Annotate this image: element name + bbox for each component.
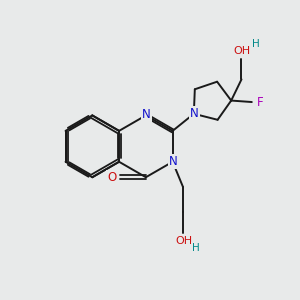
Text: O: O	[107, 171, 116, 184]
Text: F: F	[256, 95, 263, 109]
Text: OH: OH	[233, 46, 250, 56]
Text: N: N	[142, 108, 151, 121]
Text: N: N	[190, 107, 199, 120]
Text: H: H	[192, 243, 200, 253]
Text: N: N	[169, 155, 178, 168]
Text: H: H	[252, 39, 260, 49]
Text: OH: OH	[175, 236, 192, 246]
